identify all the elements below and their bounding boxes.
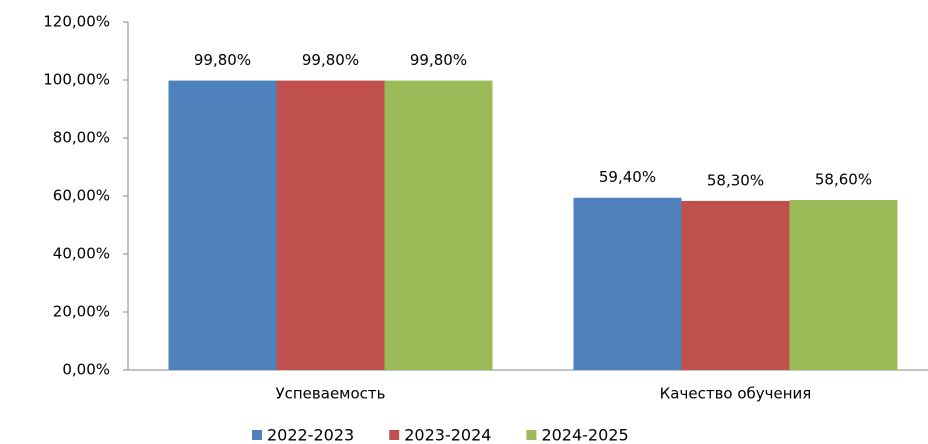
legend-label: 2023-2024	[404, 426, 491, 444]
y-tick-label: 120,00%	[43, 13, 110, 31]
y-tick-label: 100,00%	[43, 71, 110, 89]
bar	[276, 80, 385, 370]
value-label: 99,80%	[302, 51, 359, 69]
x-tick-label: Успеваемость	[275, 385, 385, 403]
bar	[681, 200, 790, 370]
value-label: 99,80%	[410, 51, 467, 69]
legend-label: 2024-2025	[541, 426, 628, 444]
y-tick-label: 0,00%	[62, 361, 110, 379]
value-label: 58,30%	[707, 171, 764, 189]
legend-swatch	[526, 430, 537, 440]
x-tick-label: Качество обучения	[660, 385, 812, 403]
y-tick-label: 40,00%	[53, 245, 110, 263]
bar	[573, 197, 682, 370]
legend-swatch	[252, 430, 262, 440]
y-tick-label: 80,00%	[53, 129, 110, 147]
bar	[384, 80, 493, 370]
value-label: 59,40%	[599, 168, 656, 186]
legend-label: 2022-2023	[267, 426, 354, 444]
y-tick-label: 20,00%	[53, 303, 110, 321]
bar	[789, 200, 898, 370]
bar	[168, 80, 277, 370]
legend-swatch	[389, 430, 400, 440]
y-tick-label: 60,00%	[53, 187, 110, 205]
legend: 2022-2023 2023-2024 2024-2025	[252, 426, 629, 444]
value-label: 99,80%	[194, 51, 251, 69]
value-label: 58,60%	[815, 171, 872, 189]
